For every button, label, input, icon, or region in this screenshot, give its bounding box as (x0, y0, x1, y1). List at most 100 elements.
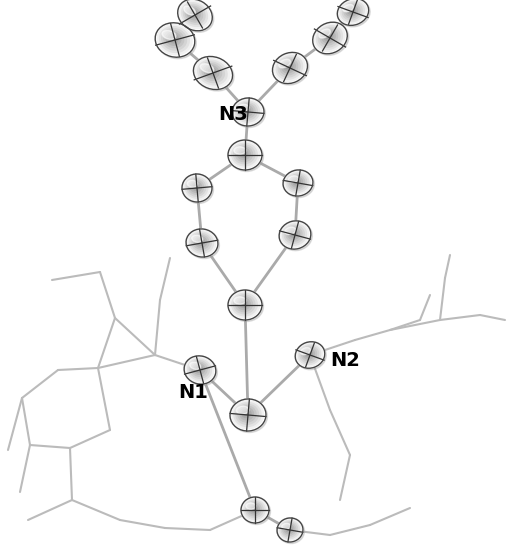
Ellipse shape (183, 175, 214, 204)
Ellipse shape (305, 350, 312, 357)
Ellipse shape (189, 10, 198, 18)
Ellipse shape (189, 180, 203, 194)
Ellipse shape (288, 229, 300, 239)
Ellipse shape (288, 174, 307, 191)
Ellipse shape (184, 356, 216, 384)
Ellipse shape (236, 101, 260, 122)
Ellipse shape (183, 4, 205, 24)
Ellipse shape (188, 230, 219, 258)
Ellipse shape (179, 1, 210, 29)
Ellipse shape (313, 22, 347, 54)
Ellipse shape (241, 497, 269, 523)
Ellipse shape (278, 519, 305, 543)
Ellipse shape (342, 3, 362, 20)
Ellipse shape (350, 9, 353, 12)
Ellipse shape (284, 63, 293, 70)
Ellipse shape (191, 12, 195, 15)
Ellipse shape (344, 4, 360, 18)
Ellipse shape (190, 182, 201, 192)
Ellipse shape (282, 61, 295, 73)
Ellipse shape (238, 406, 256, 422)
Ellipse shape (298, 345, 320, 365)
Ellipse shape (277, 518, 303, 542)
Ellipse shape (322, 31, 335, 43)
Ellipse shape (240, 408, 253, 420)
Ellipse shape (276, 56, 303, 79)
Ellipse shape (320, 29, 338, 45)
Ellipse shape (339, 0, 366, 24)
Ellipse shape (185, 177, 208, 198)
Ellipse shape (192, 183, 199, 190)
Ellipse shape (234, 145, 255, 164)
Ellipse shape (228, 140, 262, 170)
Ellipse shape (238, 104, 249, 111)
Ellipse shape (279, 221, 311, 249)
Ellipse shape (285, 172, 314, 197)
Ellipse shape (166, 32, 181, 45)
Ellipse shape (241, 106, 253, 116)
Ellipse shape (283, 170, 313, 196)
Ellipse shape (188, 359, 212, 380)
Ellipse shape (239, 104, 255, 118)
Ellipse shape (272, 52, 308, 84)
Ellipse shape (229, 141, 264, 172)
Ellipse shape (246, 503, 256, 509)
Ellipse shape (250, 505, 257, 512)
Ellipse shape (242, 410, 251, 417)
Ellipse shape (286, 526, 292, 532)
Ellipse shape (232, 293, 257, 316)
Ellipse shape (229, 292, 264, 322)
Ellipse shape (285, 227, 296, 234)
Ellipse shape (157, 25, 192, 55)
Ellipse shape (247, 503, 261, 516)
Ellipse shape (186, 229, 218, 257)
Ellipse shape (193, 364, 205, 374)
Ellipse shape (297, 343, 323, 366)
Ellipse shape (197, 238, 204, 245)
Ellipse shape (155, 23, 195, 57)
Ellipse shape (230, 399, 266, 431)
Ellipse shape (228, 290, 262, 320)
Ellipse shape (319, 29, 331, 38)
Ellipse shape (284, 226, 304, 243)
Ellipse shape (228, 140, 262, 170)
Ellipse shape (200, 62, 224, 82)
Ellipse shape (190, 361, 209, 378)
Ellipse shape (232, 98, 264, 126)
Ellipse shape (239, 300, 248, 307)
Ellipse shape (178, 0, 212, 31)
Ellipse shape (239, 150, 248, 157)
Ellipse shape (195, 236, 207, 247)
Ellipse shape (249, 504, 259, 514)
Ellipse shape (157, 24, 196, 59)
Ellipse shape (343, 4, 354, 12)
Ellipse shape (185, 6, 202, 22)
Ellipse shape (244, 109, 248, 112)
Ellipse shape (164, 30, 184, 48)
Ellipse shape (234, 100, 262, 124)
Ellipse shape (232, 401, 264, 429)
Ellipse shape (236, 147, 252, 162)
Ellipse shape (281, 222, 309, 247)
Ellipse shape (184, 356, 216, 384)
Ellipse shape (244, 411, 248, 415)
Ellipse shape (190, 362, 201, 370)
Ellipse shape (307, 352, 310, 355)
Ellipse shape (182, 174, 212, 202)
Ellipse shape (234, 147, 246, 154)
Ellipse shape (347, 8, 356, 14)
Ellipse shape (280, 521, 299, 538)
Ellipse shape (341, 2, 364, 21)
Ellipse shape (237, 148, 250, 159)
Ellipse shape (234, 403, 261, 427)
Ellipse shape (231, 400, 267, 432)
Ellipse shape (232, 98, 264, 126)
Ellipse shape (279, 221, 311, 249)
Ellipse shape (241, 497, 269, 523)
Ellipse shape (155, 23, 195, 57)
Ellipse shape (243, 498, 270, 525)
Ellipse shape (295, 342, 325, 369)
Ellipse shape (159, 26, 189, 52)
Ellipse shape (278, 519, 301, 540)
Ellipse shape (337, 0, 368, 25)
